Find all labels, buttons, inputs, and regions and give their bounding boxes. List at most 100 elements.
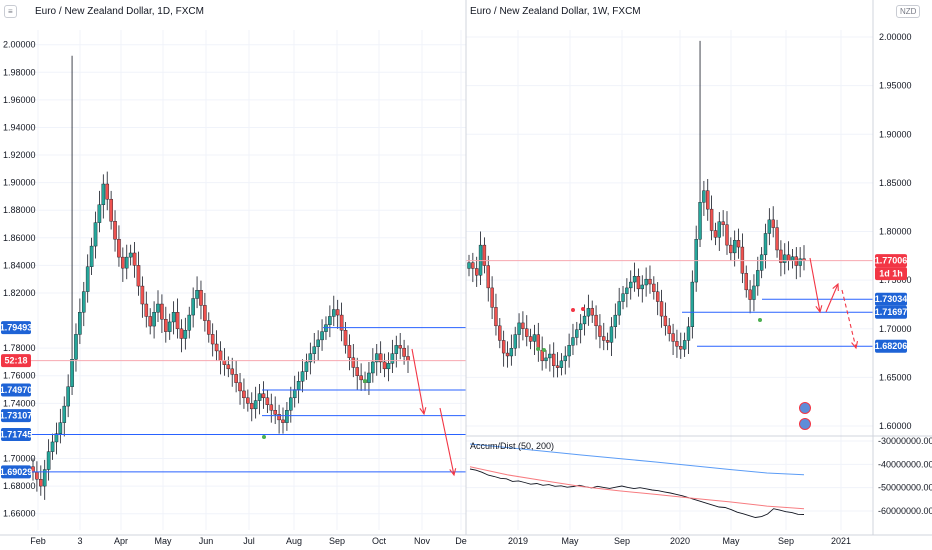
left-candle[interactable] — [171, 312, 176, 323]
left-candle[interactable] — [359, 375, 363, 381]
left-candle[interactable] — [183, 330, 188, 339]
right-candle[interactable] — [498, 325, 502, 341]
right-candle[interactable] — [682, 340, 687, 350]
currency-badge[interactable]: NZD — [896, 5, 921, 18]
right-candle[interactable] — [532, 334, 537, 342]
left-candle[interactable] — [81, 291, 86, 313]
left-candle[interactable] — [132, 252, 137, 266]
left-candle[interactable] — [39, 479, 43, 487]
left-candle[interactable] — [66, 386, 70, 407]
right-candle[interactable] — [786, 254, 791, 261]
left-candle[interactable] — [355, 367, 360, 376]
left-candle[interactable] — [277, 414, 281, 421]
left-candle[interactable] — [195, 290, 199, 299]
right-candle[interactable] — [521, 322, 525, 329]
event-marker-icon[interactable] — [799, 402, 811, 414]
left-candle[interactable] — [140, 285, 145, 305]
left-candle[interactable] — [292, 389, 297, 399]
left-candle[interactable] — [281, 419, 285, 423]
right-candle[interactable] — [609, 326, 614, 343]
left-candle[interactable] — [97, 204, 102, 223]
left-candle[interactable] — [347, 345, 352, 359]
left-candle[interactable] — [70, 358, 74, 387]
left-arrow-down-1[interactable] — [411, 348, 425, 415]
left-candle[interactable] — [121, 256, 125, 269]
right-candle[interactable] — [559, 360, 564, 368]
right-candle[interactable] — [702, 190, 706, 203]
left-candle[interactable] — [402, 347, 406, 357]
left-candle[interactable] — [191, 298, 195, 316]
right-candle[interactable] — [659, 301, 664, 317]
left-candle[interactable] — [351, 357, 356, 368]
right-candle[interactable] — [771, 219, 775, 228]
right-candle[interactable] — [752, 285, 756, 300]
left-candle[interactable] — [105, 183, 110, 200]
left-candle[interactable] — [382, 361, 387, 370]
left-candle[interactable] — [316, 339, 320, 347]
left-candle[interactable] — [144, 303, 149, 317]
left-candle[interactable] — [74, 334, 78, 360]
left-candle[interactable] — [203, 305, 207, 321]
right-candle[interactable] — [490, 287, 494, 308]
right-candle[interactable] — [471, 262, 475, 269]
left-arrow-down-2[interactable] — [439, 407, 455, 476]
left-candle[interactable] — [226, 364, 231, 370]
right-candle[interactable] — [748, 289, 752, 300]
left-candle[interactable] — [285, 410, 289, 423]
left-candle[interactable] — [85, 266, 90, 292]
right-candle[interactable] — [709, 208, 714, 231]
left-candle[interactable] — [406, 356, 410, 361]
left-candle[interactable] — [230, 368, 235, 375]
right-candle[interactable] — [552, 353, 556, 366]
right-candle[interactable] — [513, 334, 517, 349]
left-candle[interactable] — [246, 397, 250, 404]
right-candle[interactable] — [613, 314, 618, 328]
left-candle[interactable] — [242, 390, 246, 399]
left-candle[interactable] — [269, 404, 274, 411]
right-chart[interactable] — [466, 40, 873, 430]
right-candle[interactable] — [586, 308, 591, 317]
left-candle[interactable] — [117, 238, 121, 258]
right-candle[interactable] — [590, 308, 594, 316]
right-candle[interactable] — [486, 265, 490, 289]
right-candle[interactable] — [467, 262, 471, 269]
left-candle[interactable] — [386, 363, 391, 370]
left-candle[interactable] — [214, 343, 219, 352]
right-candle[interactable] — [605, 340, 610, 343]
left-candle[interactable] — [46, 451, 51, 470]
right-candle[interactable] — [763, 233, 768, 256]
right-candle[interactable] — [563, 355, 567, 362]
left-candle[interactable] — [128, 252, 133, 258]
left-candle[interactable] — [257, 393, 262, 401]
right-candle[interactable] — [640, 284, 644, 290]
left-candle[interactable] — [390, 353, 395, 364]
right-candle[interactable] — [698, 202, 702, 240]
left-candle[interactable] — [58, 422, 63, 434]
ad-series-line[interactable] — [469, 468, 805, 518]
right-candle[interactable] — [501, 340, 506, 354]
left-candle[interactable] — [62, 405, 67, 423]
right-candle[interactable] — [528, 336, 533, 342]
right-candle[interactable] — [732, 240, 737, 254]
left-candle[interactable] — [113, 221, 117, 240]
right-candle[interactable] — [671, 333, 675, 342]
right-candle[interactable] — [775, 227, 779, 251]
right-candle[interactable] — [567, 345, 571, 357]
left-candle[interactable] — [238, 382, 242, 392]
left-candle[interactable] — [222, 360, 227, 365]
right-candle[interactable] — [544, 357, 548, 362]
right-candle[interactable] — [721, 221, 725, 225]
right-candle[interactable] — [629, 281, 633, 289]
left-candle[interactable] — [304, 361, 309, 372]
left-candle[interactable] — [308, 353, 313, 363]
left-settings-badge[interactable]: ≡ — [4, 5, 17, 18]
left-candle[interactable] — [78, 312, 82, 335]
left-forecast-arrows[interactable] — [411, 348, 457, 477]
left-candle[interactable] — [367, 372, 371, 383]
right-candle[interactable] — [636, 276, 641, 290]
right-candle[interactable] — [598, 325, 602, 337]
right-candle[interactable] — [725, 224, 729, 246]
left-candle[interactable] — [152, 312, 156, 327]
left-candle[interactable] — [234, 374, 238, 383]
left-candle[interactable] — [320, 331, 324, 341]
